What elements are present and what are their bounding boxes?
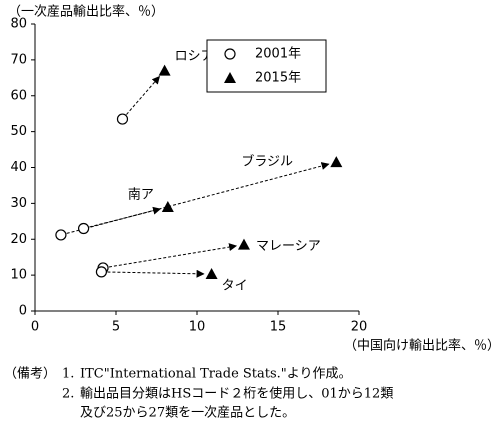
y-tick-label: 80 [10, 17, 27, 32]
note-number: 1. [62, 367, 74, 382]
y-tick-label: 60 [10, 88, 27, 103]
country-label: タイ [222, 279, 248, 294]
legend-label: 2015年 [255, 71, 301, 86]
point [237, 238, 250, 250]
arrow [107, 269, 205, 278]
notes-head: （備考） [4, 366, 56, 382]
legend-marker [224, 72, 236, 83]
x-tick-label: 0 [31, 320, 39, 335]
point [330, 156, 343, 168]
country-label: マレーシア [256, 239, 321, 254]
y-tick-label: 20 [10, 232, 27, 247]
legend-label: 2001年 [255, 47, 301, 62]
y-tick-label: 50 [10, 124, 27, 139]
point [158, 64, 171, 76]
point [116, 113, 129, 125]
point [55, 229, 67, 241]
x-tick-label: 15 [270, 320, 287, 335]
note-number: 2. [62, 387, 74, 402]
note-text: ITC"International Trade Stats."より作成。 [80, 367, 352, 382]
note-text: 輸出品目分類はHSコード２桁を使用し、01から12類 [80, 386, 393, 402]
point [161, 200, 174, 212]
point [205, 268, 218, 280]
point [77, 222, 90, 235]
x-tick-label: 20 [351, 320, 368, 335]
arrow [66, 162, 330, 234]
point [95, 266, 108, 278]
legend-box [206, 39, 327, 93]
y-tick-label: 10 [10, 268, 27, 283]
y-axis-label: （一次産品輸出比率、％） [8, 4, 164, 20]
y-tick-label: 0 [19, 304, 27, 319]
country-label: 南ア [128, 186, 154, 202]
arrow [108, 243, 238, 268]
y-tick-label: 30 [10, 196, 27, 211]
x-tick-label: 10 [189, 320, 206, 335]
x-tick-label: 5 [112, 320, 120, 335]
y-tick-label: 70 [10, 52, 27, 67]
legend-marker [224, 48, 236, 60]
x-axis-label: （中国向け輸出比率、％） [344, 338, 500, 354]
y-tick-label: 40 [10, 160, 27, 175]
arrow [126, 75, 161, 115]
country-label: ロシア [175, 49, 214, 64]
note-text: 及び25から27類を一次産品とした。 [80, 405, 295, 421]
country-label: ブラジル [241, 154, 293, 170]
